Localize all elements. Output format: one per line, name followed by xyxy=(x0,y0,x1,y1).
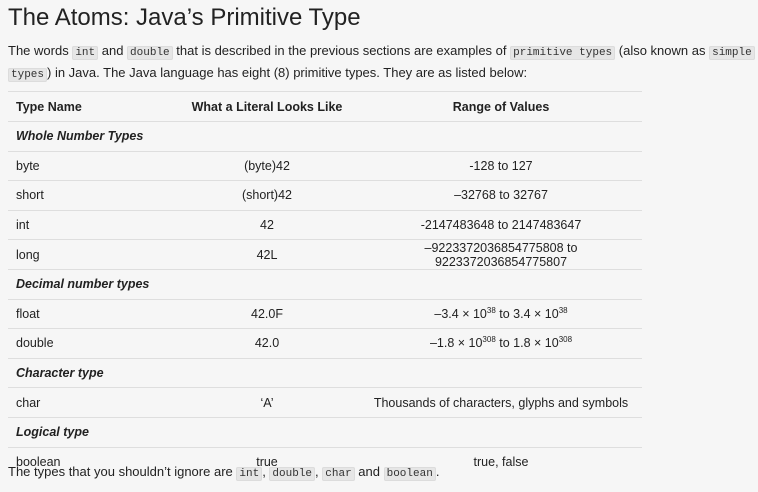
range-cell: -128 to 127 xyxy=(360,150,642,181)
range-exponent: 308 xyxy=(482,335,496,345)
range-cell: –9223372036854775808 to 9223372036854775… xyxy=(360,239,642,270)
range-cell: –3.4 × 1038 to 3.4 × 1038 xyxy=(360,298,642,329)
type-name-cell: double xyxy=(8,328,174,359)
group-row: Whole Number Types xyxy=(8,121,642,152)
literal-cell: 42.0 xyxy=(174,328,360,359)
footer-text: , xyxy=(262,464,270,479)
type-name-cell: boolean xyxy=(8,446,174,477)
table-row: float 42.0F –3.4 × 1038 to 3.4 × 1038 xyxy=(8,298,642,329)
group-row: Logical type xyxy=(8,416,642,448)
intro-text: ) in Java. The Java language has eight (… xyxy=(47,65,528,80)
range-cell: Thousands of characters, glyphs and symb… xyxy=(360,387,642,418)
footer-text: The types that you shouldn’t ignore are xyxy=(8,464,237,479)
table-row: double 42.0 –1.8 × 10308 to 1.8 × 10308 xyxy=(8,328,642,359)
range-exponent: 308 xyxy=(558,335,573,345)
table-row: short (short)42 –32768 to 32767 xyxy=(8,180,642,211)
inline-code-types: types xyxy=(8,68,48,82)
range-exponent: 38 xyxy=(486,305,496,315)
table-row: char ‘A’ Thousands of characters, glyphs… xyxy=(8,387,642,418)
page-title: The Atoms: Java’s Primitive Type xyxy=(8,4,361,31)
type-name-cell: int xyxy=(8,209,174,240)
range-part: to 1.8 × 10 xyxy=(495,336,559,351)
group-label-decimal-number: Decimal number types xyxy=(8,268,642,300)
intro-text: The words xyxy=(8,43,73,58)
literal-cell: ‘A’ xyxy=(174,387,360,418)
intro-paragraph: The words int and double that is describ… xyxy=(8,41,756,85)
header-range: Range of Values xyxy=(360,91,642,122)
literal-cell: 42.0F xyxy=(174,298,360,329)
type-name-cell: char xyxy=(8,387,174,418)
range-cell: –32768 to 32767 xyxy=(360,180,642,211)
group-label-whole-number: Whole Number Types xyxy=(8,121,642,152)
inline-code-simple: simple xyxy=(709,46,755,60)
intro-text: that is described in the previous sectio… xyxy=(172,43,511,58)
inline-code-char: char xyxy=(322,467,355,481)
intro-text: and xyxy=(98,43,128,58)
type-name-cell: short xyxy=(8,180,174,211)
header-type-name: Type Name xyxy=(8,91,174,122)
footer-text: and xyxy=(354,464,384,479)
type-name-cell: byte xyxy=(8,150,174,181)
range-part: –1.8 × 10 xyxy=(429,336,483,351)
footer-text: , xyxy=(315,464,323,479)
literal-cell: (short)42 xyxy=(174,180,360,211)
range-part: to 3.4 × 10 xyxy=(495,306,559,321)
footer-text: . xyxy=(435,464,440,479)
inline-code-double: double xyxy=(269,467,316,481)
inline-code-boolean: boolean xyxy=(383,467,436,481)
literal-cell: 42 xyxy=(174,209,360,240)
header-literal: What a Literal Looks Like xyxy=(174,91,360,122)
table-header-row: Type Name What a Literal Looks Like Rang… xyxy=(8,91,642,122)
type-name-cell: long xyxy=(8,239,174,270)
group-row: Decimal number types xyxy=(8,268,642,300)
literal-cell: 42L xyxy=(174,239,360,270)
range-cell: -2147483648 to 2147483647 xyxy=(360,209,642,240)
range-exponent: 38 xyxy=(558,305,568,315)
article: The Atoms: Java’s Primitive Type The wor… xyxy=(8,0,756,481)
table-row: byte (byte)42 -128 to 127 xyxy=(8,150,642,181)
literal-cell: (byte)42 xyxy=(174,150,360,181)
group-label-character: Character type xyxy=(8,357,642,388)
group-label-logical: Logical type xyxy=(8,416,642,448)
inline-code-int: int xyxy=(72,46,99,60)
range-cell: –1.8 × 10308 to 1.8 × 10308 xyxy=(360,328,642,359)
group-row: Character type xyxy=(8,357,642,388)
table-row: int 42 -2147483648 to 2147483647 xyxy=(8,209,642,240)
intro-text: (also known as xyxy=(615,43,710,58)
table-row: long 42L –9223372036854775808 to 9223372… xyxy=(8,239,642,270)
footer-paragraph: The types that you shouldn’t ignore are … xyxy=(8,462,439,484)
inline-code-double: double xyxy=(127,46,173,60)
inline-code-int: int xyxy=(236,467,263,481)
range-part: –3.4 × 10 xyxy=(434,306,487,321)
inline-code-primitive-types: primitive types xyxy=(510,46,616,60)
primitive-types-table: Type Name What a Literal Looks Like Rang… xyxy=(8,91,642,477)
type-name-cell: float xyxy=(8,298,174,329)
